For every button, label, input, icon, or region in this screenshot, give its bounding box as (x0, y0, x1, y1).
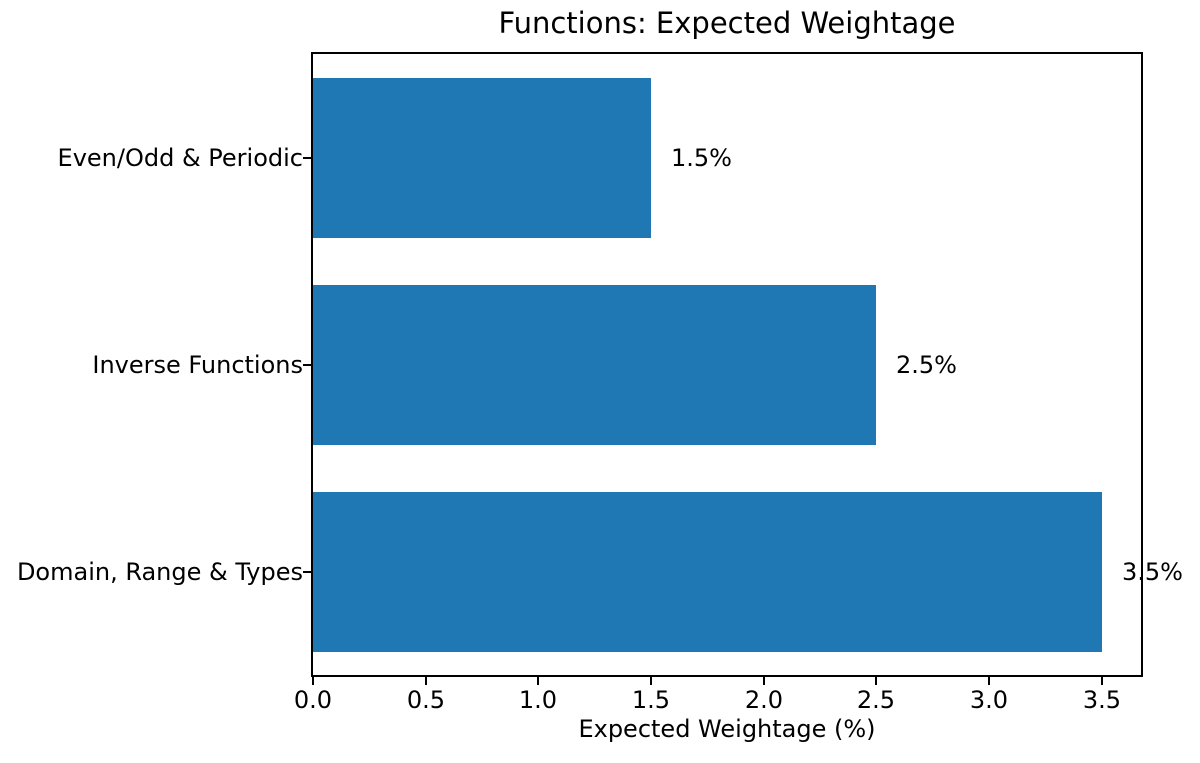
plot-area: 1.5% 2.5% 3.5% (311, 52, 1183, 677)
x-tick-label: 0.0 (293, 686, 333, 714)
y-axis-category-label: Inverse Functions (92, 351, 303, 379)
x-tick-mark (425, 677, 427, 685)
x-tick-mark (875, 677, 877, 685)
bar (313, 285, 876, 445)
bar-value-label: 1.5% (671, 144, 732, 172)
x-axis-label: Expected Weightage (%) (578, 715, 876, 743)
bar (313, 78, 651, 238)
x-tick-label: 1.0 (518, 686, 558, 714)
y-tick-mark (303, 571, 311, 573)
x-tick-mark (988, 677, 990, 685)
chart-title: Functions: Expected Weightage (498, 6, 956, 40)
x-tick-mark (537, 677, 539, 685)
bar (313, 492, 1102, 652)
y-tick-mark (303, 364, 311, 366)
x-tick-label: 3.0 (969, 686, 1009, 714)
y-axis-category-label: Even/Odd & Periodic (57, 144, 303, 172)
x-tick-mark (1101, 677, 1103, 685)
bar-value-label: 2.5% (896, 351, 957, 379)
bar-value-label: 3.5% (1122, 558, 1183, 586)
x-tick-label: 2.0 (744, 686, 784, 714)
y-axis-category-label: Domain, Range & Types (16, 558, 303, 586)
x-tick-label: 3.5 (1082, 686, 1122, 714)
x-tick-label: 1.5 (631, 686, 671, 714)
x-tick-mark (763, 677, 765, 685)
x-tick-label: 0.5 (406, 686, 446, 714)
x-tick-label: 2.5 (856, 686, 896, 714)
x-tick-mark (650, 677, 652, 685)
x-tick-mark (312, 677, 314, 685)
y-tick-mark (303, 157, 311, 159)
